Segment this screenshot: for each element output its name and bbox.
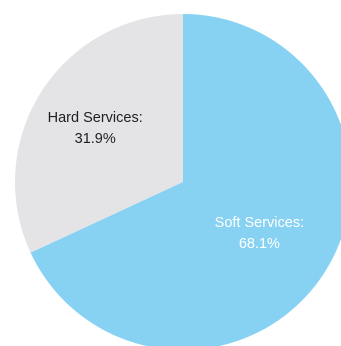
pie-slice-soft-services <box>30 14 341 346</box>
slice-label-soft-services: Soft Services: <box>215 215 304 231</box>
slice-label-hard-services: Hard Services: <box>48 110 143 126</box>
slice-value-soft-services: 68.1% <box>239 236 280 252</box>
pie-slice-hard-services <box>14 14 184 253</box>
slice-value-hard-services: 31.9% <box>75 131 116 147</box>
